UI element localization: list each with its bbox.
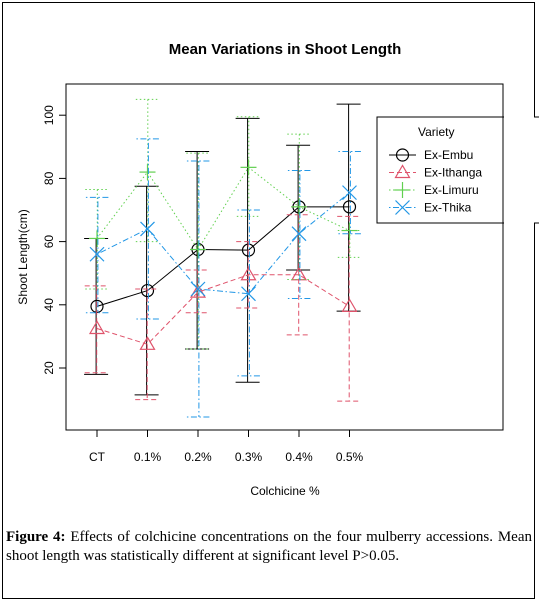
- data-point: [139, 164, 156, 181]
- legend-marker: [394, 182, 411, 198]
- x-tick-label: 0.1%: [134, 450, 162, 464]
- data-point: [341, 222, 358, 239]
- caption-text: Effects of colchicine concentrations on …: [6, 529, 532, 564]
- data-point: [291, 198, 307, 215]
- data-point: [89, 246, 105, 262]
- x-tick-label: 0.3%: [235, 450, 263, 464]
- series-ex-ithanga: [84, 214, 362, 402]
- series-ex-thika: [85, 138, 363, 418]
- data-point: [88, 320, 106, 335]
- legend-marker: [395, 200, 410, 215]
- legend-label: Ex-Embu: [424, 148, 473, 162]
- x-tick-label: 0.2%: [184, 450, 212, 464]
- series-line: [96, 206, 350, 307]
- data-point: [190, 241, 206, 258]
- figure-caption: Figure 4: Effects of colchicine concentr…: [6, 528, 532, 566]
- y-tick-label: 80: [42, 171, 56, 185]
- data-point: [140, 221, 155, 237]
- data-point: [139, 336, 156, 350]
- data-point: [290, 266, 308, 281]
- chart-title: Mean Variations in Shoot Length: [169, 41, 402, 58]
- x-axis-label: Colchicine %: [250, 484, 320, 498]
- data-point: [190, 281, 206, 297]
- y-tick-label: 20: [42, 361, 56, 375]
- series-line: [96, 166, 350, 251]
- x-tick-label: 0.4%: [285, 450, 313, 464]
- y-tick-label: 60: [42, 235, 56, 249]
- data-point: [89, 230, 105, 247]
- x-tick-label: CT: [89, 450, 106, 464]
- series-ex-embu: [84, 103, 361, 396]
- legend-label: Ex-Ithanga: [424, 166, 482, 180]
- data-point: [342, 185, 357, 201]
- legend-title: Variety: [418, 125, 454, 139]
- y-axis-label: Shoot Length(cm): [16, 209, 30, 304]
- legend-clip-mask: [504, 110, 534, 230]
- series-line: [96, 274, 350, 345]
- legend-label: Ex-Limuru: [424, 183, 479, 197]
- series-line: [96, 192, 350, 295]
- data-point: [241, 286, 256, 302]
- data-point: [240, 159, 257, 176]
- data-point: [291, 226, 307, 242]
- caption-label: Figure 4:: [6, 529, 66, 545]
- x-tick-label: 0.5%: [336, 450, 364, 464]
- legend-marker: [395, 148, 410, 162]
- data-point: [240, 266, 257, 281]
- data-point: [341, 298, 358, 312]
- data-point: [342, 200, 357, 214]
- legend-label: Ex-Thika: [424, 201, 472, 215]
- data-point: [140, 283, 155, 298]
- legend-marker: [394, 164, 411, 179]
- y-tick-label: 40: [42, 298, 56, 312]
- y-tick-label: 100: [42, 105, 56, 125]
- series-ex-limuru: [85, 98, 362, 350]
